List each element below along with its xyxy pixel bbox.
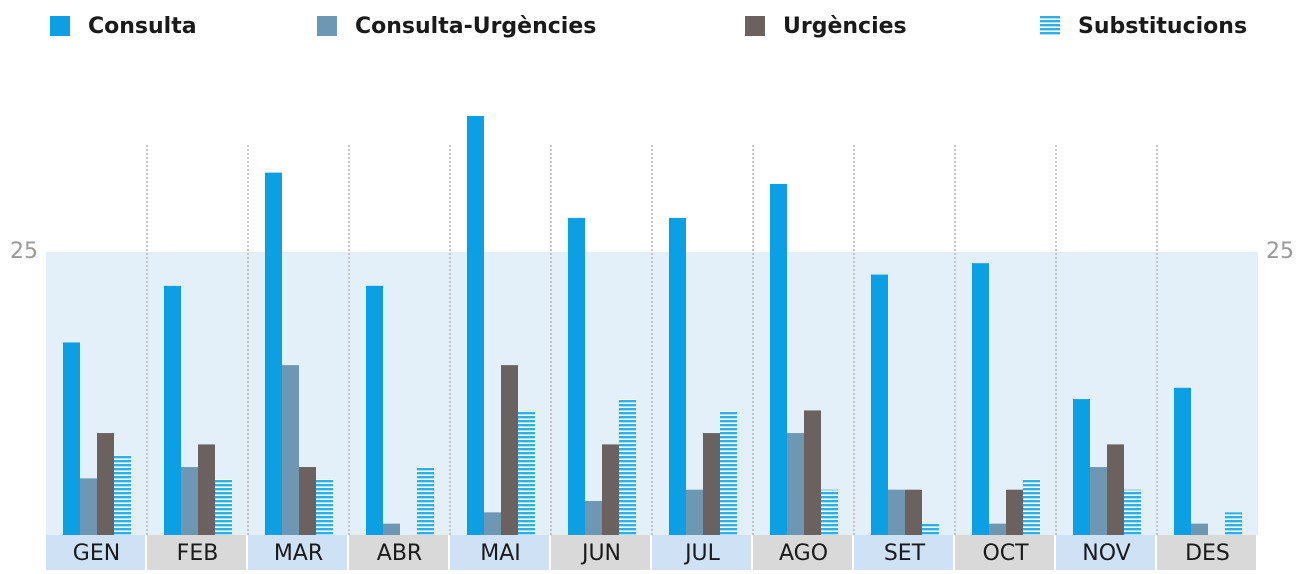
bar [1006, 489, 1023, 535]
bar [703, 433, 720, 535]
x-tick-label: FEB [177, 541, 219, 566]
bar [905, 489, 922, 535]
bar [669, 217, 686, 535]
x-tick-label: JUN [580, 541, 621, 566]
legend-swatch [1040, 16, 1060, 36]
category-cell [248, 535, 347, 570]
x-tick-label: SET [884, 541, 926, 566]
bar [804, 410, 821, 535]
bar [888, 489, 905, 535]
bar [972, 263, 989, 535]
bar [989, 523, 1006, 535]
legend-swatch [317, 16, 337, 36]
bar [922, 523, 939, 535]
y-tick-label: 25 [10, 239, 38, 264]
bar [181, 467, 198, 535]
x-tick-label: OCT [982, 541, 1029, 566]
bar [417, 467, 434, 535]
bar [770, 183, 787, 536]
bar [1023, 478, 1040, 535]
x-tick-label: MAR [274, 541, 323, 566]
bar [164, 285, 181, 535]
x-tick-label: GEN [73, 541, 120, 566]
bar [215, 478, 232, 535]
category-cell [450, 535, 549, 570]
bar [821, 489, 838, 535]
bar [484, 512, 501, 535]
x-tick-label: NOV [1082, 541, 1130, 566]
category-cell [147, 535, 246, 570]
bar [299, 467, 316, 535]
bar [1191, 523, 1208, 535]
bar [501, 365, 518, 535]
bar [265, 172, 282, 535]
bar [63, 342, 80, 535]
bar [1225, 512, 1242, 535]
bar [787, 433, 804, 535]
category-cell [652, 535, 751, 570]
bar [619, 399, 636, 535]
bar [80, 478, 97, 535]
category-cell [955, 535, 1054, 570]
x-tick-label: ABR [377, 541, 422, 566]
bar [1073, 399, 1090, 535]
legend-swatch [50, 16, 70, 36]
y2-tick-label: 25 [1266, 239, 1294, 264]
bar [518, 410, 535, 535]
x-tick-label: AGO [779, 541, 828, 566]
bar [871, 274, 888, 535]
legend-label: Substitucions [1078, 14, 1247, 39]
bar [686, 489, 703, 535]
bar [383, 523, 400, 535]
category-cell [854, 535, 953, 570]
category-cell [46, 535, 145, 570]
bar [467, 115, 484, 535]
bar [316, 478, 333, 535]
category-cell [1056, 535, 1155, 570]
legend-label: Consulta [88, 14, 197, 39]
bar [97, 433, 114, 535]
legend-label: Urgències [783, 14, 907, 39]
category-cell [349, 535, 448, 570]
legend-swatch [745, 16, 765, 36]
bar [602, 444, 619, 535]
x-tick-label: DES [1185, 541, 1230, 566]
bar [198, 444, 215, 535]
bar [282, 365, 299, 535]
bar [1107, 444, 1124, 535]
bar [568, 217, 585, 535]
bar [585, 501, 602, 535]
bar [114, 455, 131, 535]
category-cell [1157, 535, 1256, 570]
x-tick-label: JUL [683, 541, 721, 566]
bar [366, 285, 383, 535]
bar [1174, 387, 1191, 535]
bar [720, 410, 737, 535]
bar [1090, 467, 1107, 535]
category-cell [753, 535, 852, 570]
bar [1124, 489, 1141, 535]
category-cell [551, 535, 650, 570]
x-tick-label: MAI [480, 541, 521, 566]
legend-label: Consulta-Urgències [355, 14, 596, 39]
